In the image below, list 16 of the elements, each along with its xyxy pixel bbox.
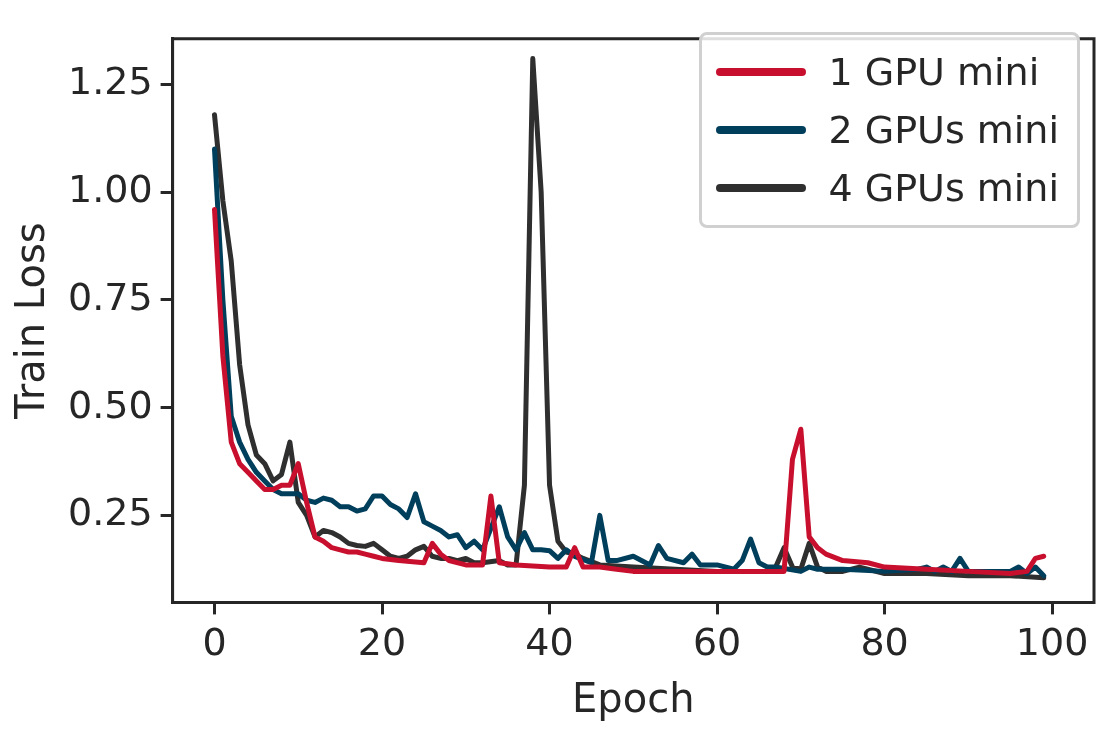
y-tick-label: 0.75 [68,274,153,319]
y-tick-label: 0.25 [68,490,153,535]
x-tick-label: 0 [202,620,227,665]
x-tick-label: 100 [1015,620,1089,665]
x-axis-title: Epoch [572,675,695,722]
x-tick-label: 80 [860,620,909,665]
legend-label: 1 GPU mini [828,50,1040,94]
x-tick-label: 20 [357,620,407,665]
y-axis-title: Train Loss [7,222,54,420]
y-tick-label: 1.00 [68,167,153,212]
y-tick-label: 0.50 [68,382,153,427]
x-tick-label: 40 [525,620,574,665]
legend-label: 2 GPUs mini [828,108,1059,152]
legend-label: 4 GPUs mini [828,166,1059,210]
y-tick-label: 1.25 [68,59,153,104]
x-tick-label: 60 [692,620,742,665]
